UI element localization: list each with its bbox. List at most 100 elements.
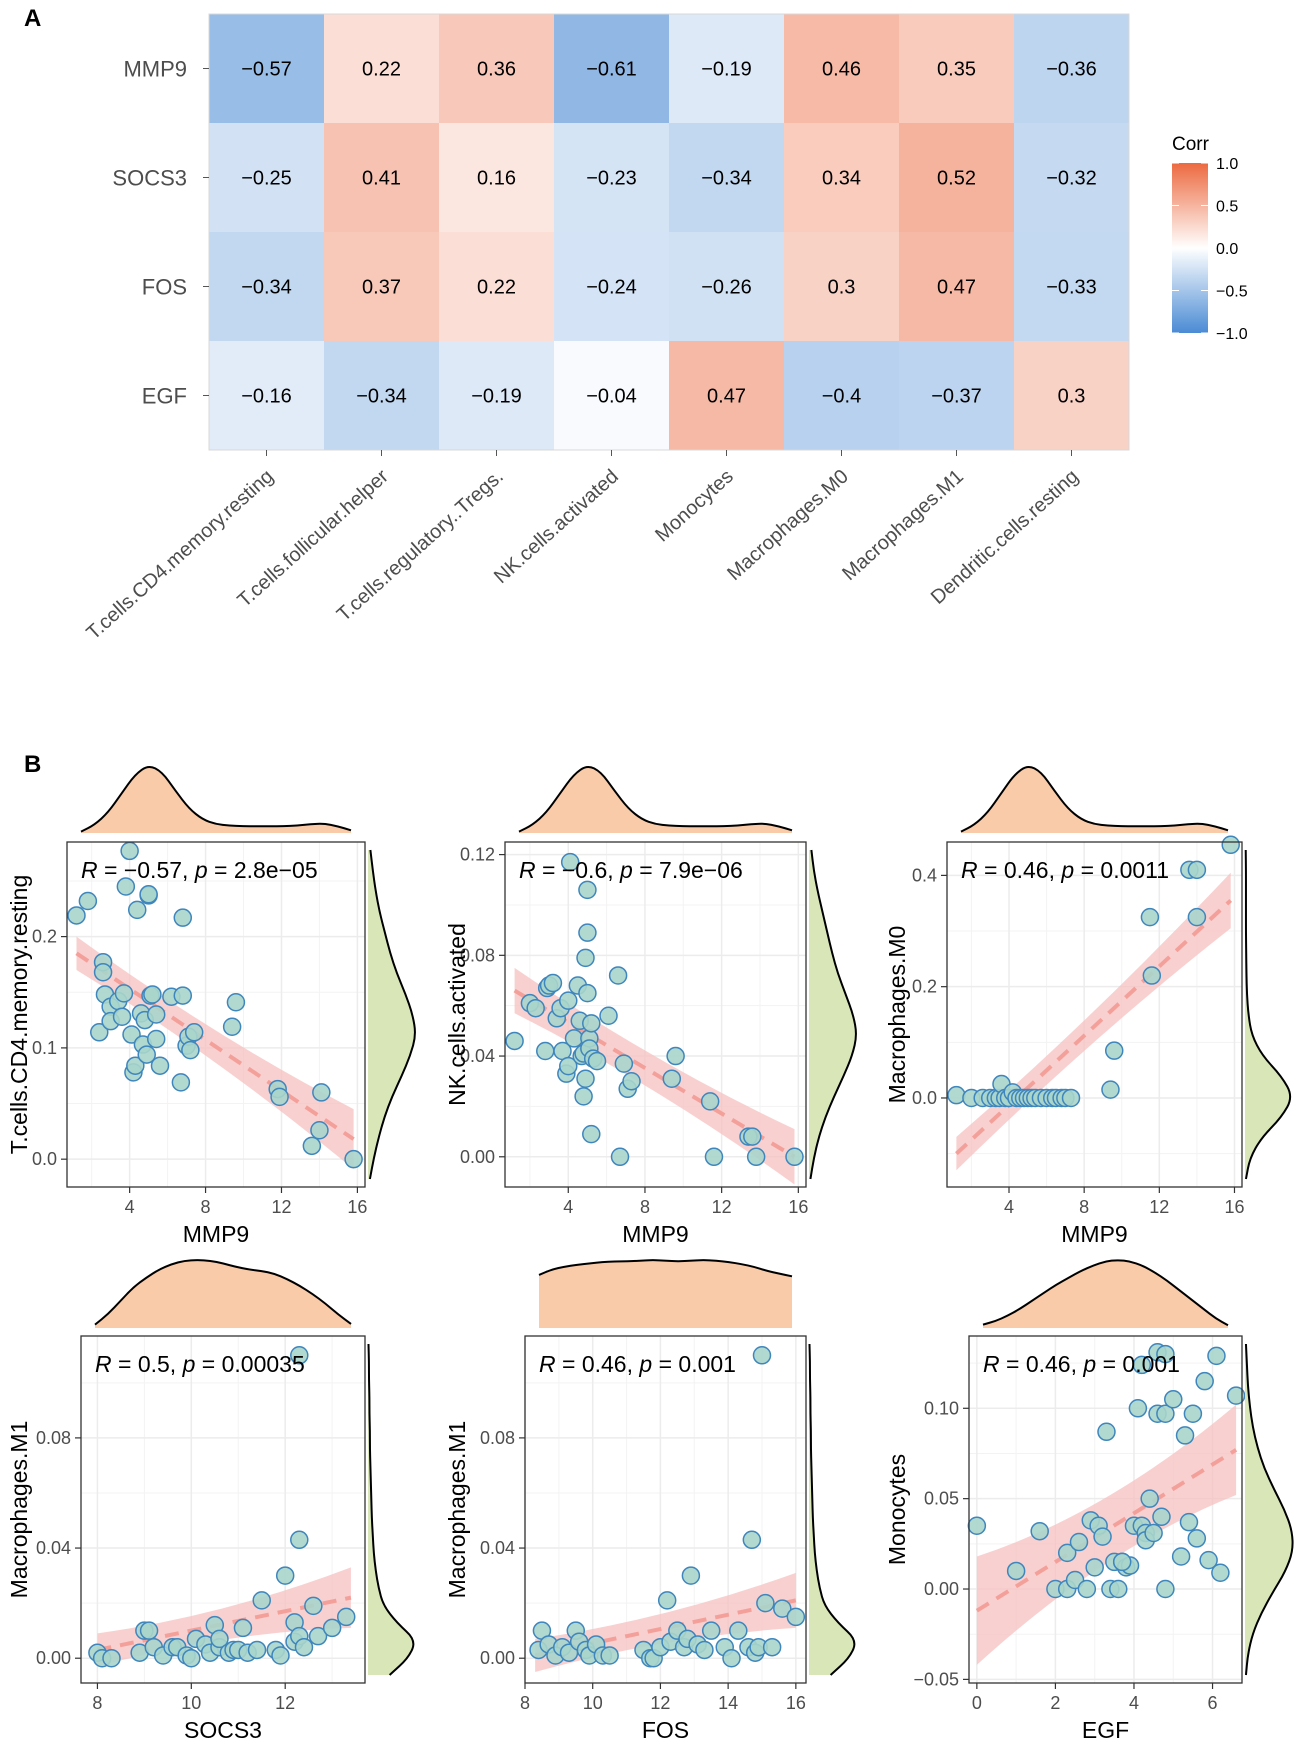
y-tick-label: 0.00 (480, 1648, 515, 1668)
y-tick-label: 0.08 (36, 1428, 71, 1448)
heatmap-cell (669, 123, 784, 232)
top-density-fill (983, 1260, 1228, 1328)
legend-tick-label: 0.0 (1216, 241, 1238, 258)
data-point (681, 1566, 701, 1585)
annotation-p-symbol: p (194, 857, 208, 883)
data-point (302, 1136, 322, 1156)
annotation-p-symbol: p (1060, 857, 1074, 883)
data-point (1187, 860, 1207, 880)
heatmap-cell (209, 123, 324, 232)
annotation-p-symbol: p (638, 1351, 652, 1377)
data-point (756, 1593, 775, 1613)
data-point (233, 1618, 253, 1638)
side-density-fill (1245, 850, 1291, 1179)
data-point (666, 1046, 685, 1066)
heatmap-cell-label: −0.04 (586, 386, 637, 408)
data-point (1156, 1344, 1175, 1364)
data-point (1112, 1552, 1132, 1572)
data-point (146, 1005, 166, 1024)
data-point (762, 1637, 782, 1657)
annotation-r-value: = 0.46, (556, 1351, 640, 1377)
side-density-curve (1244, 1343, 1294, 1676)
heatmap-cell-label: −0.57 (241, 59, 292, 81)
data-point (310, 1120, 329, 1140)
data-point (312, 1083, 331, 1102)
data-point (173, 986, 193, 1005)
data-point (1179, 1512, 1199, 1532)
heatmap-cell (1014, 341, 1129, 450)
y-axis-title: Macrophages.M0 (884, 926, 910, 1104)
heatmap-cell (554, 341, 669, 450)
data-point (662, 1069, 682, 1088)
x-axis-title: FOS (642, 1717, 689, 1738)
y-tick-label: 0.00 (36, 1648, 71, 1668)
data-point (505, 1031, 524, 1051)
heatmap-cell-label: 0.37 (362, 277, 401, 299)
y-tick-label: 0.10 (924, 1398, 959, 1418)
heatmap-cell (899, 14, 1014, 123)
data-point (576, 1069, 595, 1088)
heatmap-col-label: Monocytes (651, 465, 738, 546)
heatmap-cell (209, 232, 324, 341)
data-point (1093, 1527, 1112, 1546)
data-point (608, 966, 628, 985)
top-density-fill (95, 1260, 351, 1328)
x-tick-label: 12 (1149, 1197, 1169, 1217)
data-point (578, 880, 597, 900)
side-density-curve (809, 849, 857, 1180)
data-point (576, 948, 595, 968)
correlation-heatmap: −0.57 0.22 0.36 −0.61 −0.19 0.46 0.35 −0.36 −0.2… (83, 13, 1248, 644)
data-point (1006, 1561, 1026, 1581)
y-tick-label: 0.05 (924, 1489, 959, 1509)
data-point (559, 1056, 578, 1076)
data-point (752, 1346, 772, 1365)
heatmap-cell (209, 341, 324, 450)
data-point (574, 1087, 593, 1106)
heatmap-cell (439, 14, 554, 123)
data-point (543, 973, 563, 993)
scatter-panel-3: R = 0.46, p = 0.0011 4 8 12 16 0.0 0.2 0.4 MMP9 M… (884, 765, 1292, 1247)
side-density-curve (367, 1343, 415, 1676)
legend-title: Corr (1172, 134, 1210, 155)
data-point (322, 1618, 342, 1638)
annotation-r-symbol: R (95, 1351, 112, 1377)
data-point (1085, 1558, 1104, 1577)
x-tick-label: 16 (1224, 1197, 1244, 1217)
data-point (139, 885, 158, 904)
data-point (742, 1530, 762, 1550)
top-density-curve (94, 1259, 352, 1326)
data-point (1156, 1579, 1175, 1599)
side-density-fill (809, 1344, 855, 1675)
data-point (210, 1629, 229, 1649)
heatmap-cell-label: 0.35 (937, 59, 976, 81)
regression-line (955, 898, 1233, 1156)
heatmap-cell (669, 232, 784, 341)
x-tick-label: 16 (786, 1693, 806, 1713)
heatmap-cell (554, 123, 669, 232)
top-density-fill (81, 766, 351, 833)
data-point (93, 962, 113, 982)
top-density-fill (519, 766, 792, 833)
x-axis-title: MMP9 (1061, 1221, 1127, 1247)
heatmap-cell-label: 0.3 (828, 277, 856, 299)
annotation-r-symbol: R (81, 857, 98, 883)
data-point (344, 1149, 363, 1169)
data-point (582, 1124, 601, 1144)
data-point (78, 891, 98, 911)
data-point (1144, 1523, 1163, 1543)
plot-border (66, 841, 366, 1188)
data-point (1199, 1550, 1218, 1570)
data-point (290, 1346, 309, 1365)
data-point (1183, 1404, 1203, 1423)
heatmap-cell (324, 123, 439, 232)
correlation-annotation: R = −0.6, p = 7.9e−06 (519, 857, 743, 883)
x-tick-label: 16 (347, 1197, 367, 1217)
heatmap-cell (209, 14, 324, 123)
data-point (578, 923, 597, 942)
side-density-curve (368, 849, 416, 1180)
x-tick-label: 4 (563, 1197, 573, 1217)
data-point (1140, 1489, 1159, 1508)
plot-border (524, 1335, 807, 1684)
data-point (746, 1147, 766, 1167)
data-point (181, 1040, 200, 1060)
